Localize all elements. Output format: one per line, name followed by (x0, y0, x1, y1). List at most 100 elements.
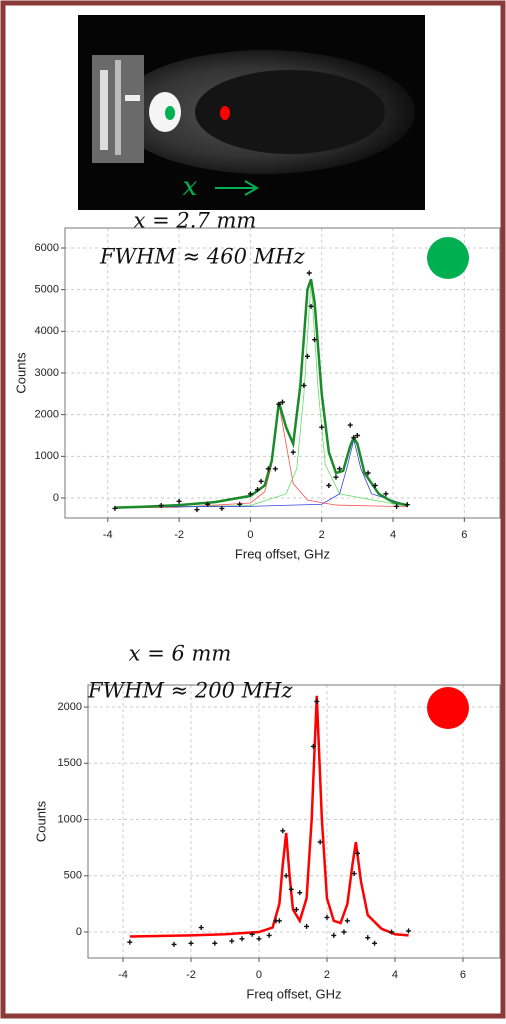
data-point (112, 505, 118, 511)
x-tick-label: -4 (118, 969, 128, 981)
annotation: x = 6 mm (129, 642, 232, 666)
y-axis-title: Counts (13, 352, 28, 394)
camera-image (78, 15, 425, 210)
x-tick-label: -2 (186, 969, 196, 981)
data-point (219, 505, 225, 511)
data-point (280, 828, 286, 834)
data-point (351, 435, 357, 441)
data-point (372, 483, 378, 488)
y-tick-label: 1000 (35, 450, 59, 462)
plot-frame (87, 684, 501, 959)
data-point (127, 939, 133, 945)
data-point (314, 698, 320, 704)
position-marker (427, 687, 469, 729)
x-axis-title: Freq offset, GHz (246, 986, 341, 1001)
x-tick-label: 4 (392, 969, 398, 981)
annotation: FWHM ≈ 200 MHz (87, 679, 293, 703)
data-point (355, 850, 361, 856)
data-point (304, 353, 310, 359)
annotation: x = 2.7 mm (134, 209, 257, 233)
data-point (406, 928, 412, 934)
data-point (394, 503, 400, 509)
x-tick-label: -4 (103, 529, 113, 541)
y-axis-title: Counts (33, 800, 48, 842)
data-point (288, 886, 294, 892)
x-tick-label: 4 (390, 529, 396, 541)
data-point (341, 929, 347, 935)
x-axis-title: Freq offset, GHz (235, 546, 330, 561)
y-tick-label: 5000 (35, 284, 59, 296)
data-point (158, 503, 164, 508)
data-point (297, 890, 303, 896)
data-point (389, 929, 395, 935)
data-point (205, 501, 211, 507)
data-point (347, 422, 353, 428)
data-point (198, 925, 204, 931)
data-point (404, 502, 410, 508)
x-tick-label: 6 (460, 969, 466, 981)
data-point (276, 401, 282, 407)
data-point (301, 383, 307, 388)
data-point (326, 483, 332, 488)
data-point (324, 914, 330, 920)
data-point (249, 931, 255, 937)
y-tick-label: 4000 (35, 325, 59, 337)
fit-curve (114, 404, 408, 509)
data-point (365, 470, 371, 476)
data-point (188, 940, 194, 946)
data-point (194, 507, 200, 513)
y-tick-label: 0 (76, 926, 82, 938)
position-marker (427, 237, 469, 279)
data-point (354, 433, 360, 438)
data-point (276, 918, 282, 924)
data-point (304, 923, 310, 929)
data-point (255, 487, 261, 493)
x-tick-label: -2 (174, 529, 184, 541)
data-point (237, 501, 243, 507)
data-point (310, 743, 316, 749)
y-tick-label: 3000 (35, 367, 59, 379)
data-point (272, 466, 278, 472)
y-tick-label: 6000 (35, 242, 59, 254)
y-tick-label: 0 (53, 492, 59, 504)
data-point (308, 303, 314, 309)
data-point (317, 839, 323, 845)
data-point (229, 938, 235, 944)
fit-curve (114, 281, 408, 508)
data-point (212, 940, 218, 946)
fit-curve (114, 278, 408, 509)
data-point (372, 940, 378, 946)
y-tick-label: 2000 (58, 701, 82, 713)
data-point (256, 936, 262, 942)
x-tick-label: 0 (256, 969, 262, 981)
data-point (266, 932, 272, 938)
y-tick-label: 500 (64, 870, 82, 882)
fit-curve (129, 695, 409, 938)
data-point (247, 491, 253, 497)
fit-curve (114, 439, 408, 508)
image-label: x (183, 172, 198, 202)
data-point (265, 466, 271, 472)
y-tick-label: 1000 (58, 813, 82, 825)
data-point (290, 449, 296, 455)
data-point (333, 474, 339, 480)
data-point (280, 399, 285, 405)
data-point (312, 337, 318, 343)
data-point (331, 932, 337, 938)
data-point (365, 935, 371, 941)
y-tick-label: 2000 (35, 409, 59, 421)
data-point (293, 907, 299, 913)
data-point (306, 270, 312, 276)
x-tick-label: 2 (319, 529, 325, 541)
data-point (176, 498, 182, 504)
data-point (337, 466, 343, 472)
data-point (283, 873, 289, 879)
x-tick-label: 0 (247, 529, 253, 541)
data-point (239, 936, 245, 942)
data-point (171, 941, 177, 947)
x-tick-label: 2 (324, 969, 330, 981)
data-point (351, 871, 357, 877)
